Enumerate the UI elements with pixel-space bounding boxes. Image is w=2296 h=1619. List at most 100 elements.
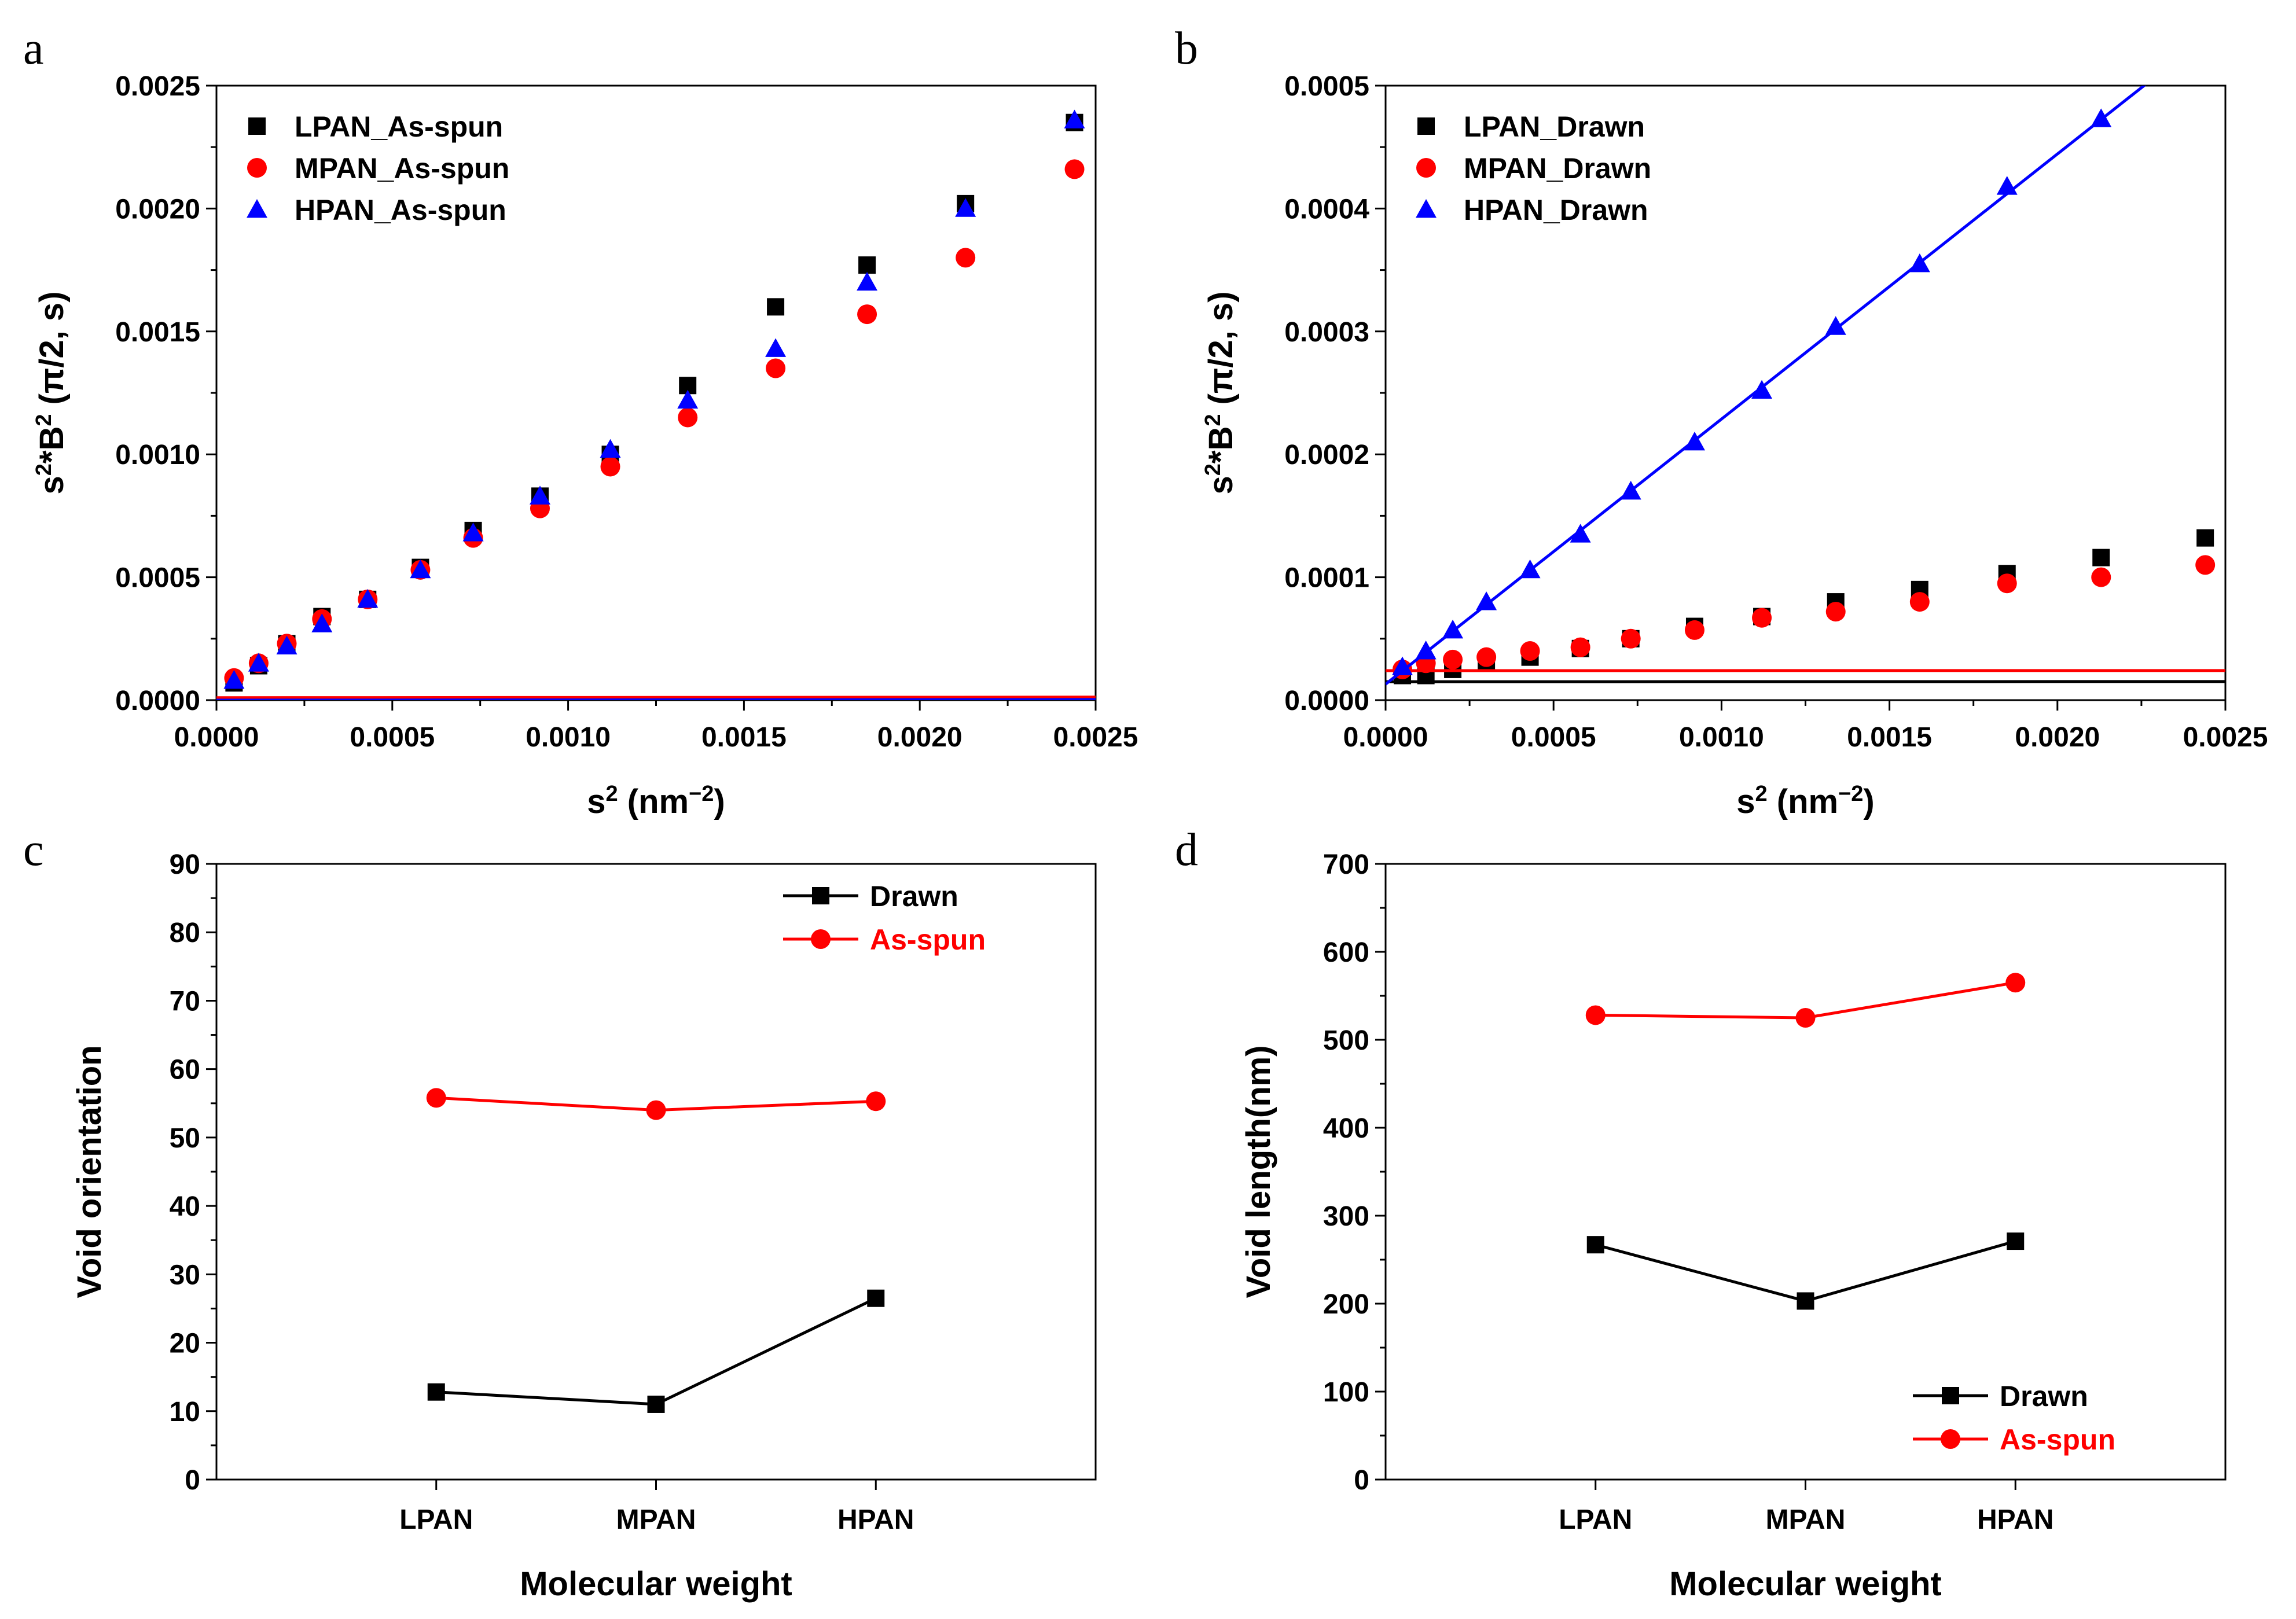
x-tick-label: 0.0015	[1847, 722, 1932, 753]
data-point	[1684, 431, 1705, 451]
y-tick-label: 10	[170, 1397, 200, 1427]
series-As-spun	[1585, 973, 2026, 1028]
data-point	[2091, 567, 2111, 587]
data-point	[867, 1289, 885, 1307]
data-point	[1620, 480, 1641, 500]
data-point	[2196, 529, 2214, 547]
panel-a: a 0.0000 0.0005 0.0010 0.0015 0.0020 0.0025 0.0…	[23, 23, 1138, 820]
series-HPAN_As-spun	[216, 109, 1096, 700]
y-tick-label: 30	[170, 1260, 200, 1290]
panel-letter: d	[1175, 825, 1198, 875]
data-point	[1570, 637, 1590, 657]
data-point	[678, 407, 698, 428]
data-point	[1392, 656, 1413, 676]
data-point	[1825, 602, 1846, 622]
data-point	[248, 653, 269, 672]
y-tick-label: 400	[1323, 1113, 1369, 1144]
data-point	[223, 670, 245, 689]
y-tick-label: 0	[185, 1465, 200, 1496]
data-point	[767, 298, 785, 316]
legend-label: HPAN_As-spun	[295, 194, 506, 226]
legend-label: As-spun	[2000, 1423, 2115, 1456]
legend-label: Drawn	[870, 880, 958, 912]
data-point	[410, 559, 431, 579]
x-tick-label: HPAN	[1977, 1504, 2053, 1535]
panel-c: c 0 10 20 30 40 50 60 70 80 90 LPAN MPAN HPAN Drawn As-…	[23, 825, 1097, 1603]
data-point	[2005, 973, 2026, 993]
y-tick-label: 40	[170, 1191, 200, 1222]
panel-letter: c	[23, 825, 44, 875]
y-tick-label: 20	[170, 1329, 200, 1359]
plot-frame	[215, 863, 1097, 1481]
data-point	[2195, 555, 2216, 575]
y-tick-label: 0.0010	[115, 440, 200, 470]
data-point	[1621, 628, 1641, 649]
data-point	[955, 198, 976, 217]
x-tick-label: 0.0000	[174, 722, 259, 753]
y-tick-label: 60	[170, 1055, 200, 1086]
y-tick-label: 0.0003	[1284, 317, 1369, 348]
x-tick-label: LPAN	[1559, 1504, 1632, 1535]
data-point	[857, 271, 878, 291]
y-tick-label: 300	[1323, 1201, 1369, 1232]
y-axis-label: s2*B2 (π/2, s)	[1201, 291, 1240, 494]
y-tick-label: 0.0001	[1284, 563, 1369, 594]
y-tick-label: 0.0004	[1284, 194, 1369, 225]
data-point	[1797, 1292, 1814, 1310]
x-tick-label: 0.0025	[1053, 722, 1138, 753]
x-tick-label: HPAN	[837, 1504, 914, 1535]
series-Drawn	[427, 1289, 885, 1413]
y-tick-label: 0.0005	[115, 563, 200, 594]
y-tick-label: 0.0025	[115, 71, 200, 102]
legend-marker	[247, 199, 267, 218]
y-tick-label: 200	[1323, 1289, 1369, 1320]
x-tick-label: 0.0020	[2015, 722, 2100, 753]
y-tick-label: 0.0002	[1284, 440, 1369, 470]
data-point	[427, 1383, 445, 1401]
data-point	[311, 613, 333, 632]
data-point	[1825, 316, 1846, 335]
x-tick-label: MPAN	[1766, 1504, 1846, 1535]
x-tick-label: 0.0025	[2183, 722, 2268, 753]
legend-label: MPAN_Drawn	[1464, 152, 1651, 185]
legend-label: MPAN_As-spun	[295, 152, 509, 185]
data-point	[1415, 641, 1437, 660]
data-point	[276, 635, 297, 654]
data-point	[1520, 641, 1540, 661]
data-point	[956, 248, 976, 268]
data-point	[1585, 1005, 1606, 1025]
series-line	[436, 1297, 877, 1406]
data-point	[1909, 592, 1930, 612]
data-point	[858, 256, 876, 274]
y-tick-label: 70	[170, 986, 200, 1017]
series-Drawn	[1586, 1232, 2025, 1310]
legend-marker	[1416, 158, 1436, 178]
data-point	[600, 457, 620, 477]
panel-letter: b	[1175, 23, 1198, 74]
legend-label: As-spun	[870, 923, 986, 956]
data-point	[2092, 549, 2110, 566]
y-tick-label: 700	[1323, 849, 1369, 880]
panel-d: d 0 100 200 300 400 500 600 700 LPAN MPAN HPAN Drawn…	[1175, 825, 2227, 1603]
data-point	[1064, 109, 1085, 128]
data-point	[1443, 649, 1463, 669]
fit-line	[216, 696, 1096, 700]
y-tick-label: 0.0000	[115, 686, 200, 716]
y-tick-label: 80	[170, 918, 200, 948]
x-tick-label: 0.0010	[1679, 722, 1764, 753]
data-point	[426, 1088, 446, 1108]
data-point	[646, 1100, 666, 1120]
series-As-spun	[426, 1088, 886, 1120]
legend-marker	[1416, 199, 1437, 218]
data-point	[765, 338, 787, 357]
legend-marker	[1942, 1387, 1959, 1404]
y-tick-label: 0.0005	[1284, 71, 1369, 102]
legend-label: LPAN_As-spun	[295, 111, 503, 143]
data-point	[1795, 1008, 1816, 1028]
y-axis-label: Void orientation	[71, 1045, 108, 1298]
data-point	[2007, 1232, 2025, 1250]
series-HPAN_Drawn	[1386, 86, 2147, 686]
data-point	[1997, 573, 2017, 594]
y-tick-label: 0.0020	[115, 194, 200, 225]
